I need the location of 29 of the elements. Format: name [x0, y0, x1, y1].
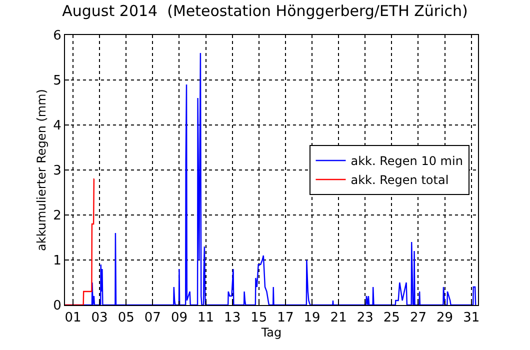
y-tick-label: 5	[53, 74, 62, 89]
x-tick-label: 19	[304, 310, 320, 326]
x-tick-label: 27	[410, 310, 427, 326]
x-axis-title: Tag	[260, 326, 282, 340]
y-tick-label: 1	[53, 254, 62, 269]
x-tick-label: 11	[197, 310, 214, 326]
x-tick-label: 25	[383, 310, 400, 326]
x-tick-label: 31	[463, 310, 480, 326]
y-tick-label: 4	[53, 118, 62, 134]
x-tick-label: 15	[250, 310, 268, 326]
x-tick-label: 29	[436, 310, 454, 326]
x-tick-label: 23	[356, 310, 374, 326]
y-tick-label: 6	[53, 28, 62, 44]
x-tick-label: 21	[330, 310, 347, 326]
x-tick-label: 07	[144, 310, 161, 326]
y-tick-label: 3	[53, 164, 62, 179]
x-tick-label: 01	[64, 310, 82, 326]
x-tick-label: 17	[277, 310, 294, 326]
chart-title: August 2014 (Meteostation Hönggerberg/ETH Zürich)	[62, 2, 468, 20]
y-axis-title: akkumulierter Regen (mm)	[34, 89, 48, 251]
y-tick-label: 0	[53, 298, 62, 314]
line-series	[65, 178, 95, 305]
x-tick-label: 09	[170, 310, 188, 326]
legend-label: akk. Regen total	[350, 173, 449, 188]
x-tick-label: 03	[91, 310, 108, 326]
legend-label: akk. Regen 10 min	[350, 154, 463, 168]
x-tick-label: 05	[118, 310, 134, 326]
x-tick-label: 13	[224, 310, 241, 326]
y-tick-label: 2	[53, 208, 62, 224]
